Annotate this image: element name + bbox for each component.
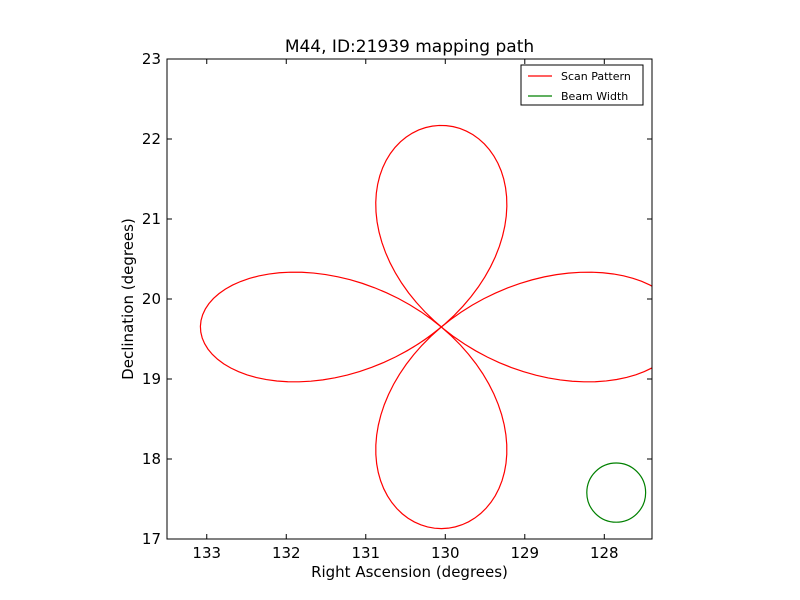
x-tick-label: 132 [272, 544, 301, 562]
y-tick-label: 18 [142, 450, 161, 468]
plot-area [167, 59, 652, 539]
y-tick-label: 22 [142, 130, 161, 148]
legend-label-scan-pattern: Scan Pattern [561, 70, 631, 83]
y-tick-label: 20 [142, 290, 161, 308]
y-tick-label: 23 [142, 50, 161, 68]
y-axis-label: Declination (degrees) [119, 218, 137, 380]
x-tick-label: 129 [510, 544, 539, 562]
ticks-layer: 133 132 131 130 129 128 17 18 19 20 21 22 23 [142, 50, 652, 562]
x-tick-label: 133 [192, 544, 221, 562]
legend-box [520, 64, 644, 106]
legend-label-beam-width: Beam Width [561, 90, 628, 103]
x-tick-label: 130 [431, 544, 460, 562]
x-tick-label: 128 [590, 544, 619, 562]
legend: Scan Pattern Beam Width [520, 64, 644, 106]
chart-title: M44, ID:21939 mapping path [285, 37, 534, 57]
beam-width-circle [586, 462, 647, 523]
y-tick-label: 19 [142, 370, 161, 388]
series-layer [199, 124, 652, 530]
x-axis-label: Right Ascension (degrees) [311, 563, 508, 581]
y-tick-label: 17 [142, 530, 161, 548]
scan-pattern-line [199, 124, 652, 530]
x-tick-label: 131 [351, 544, 380, 562]
y-tick-label: 21 [142, 210, 161, 228]
